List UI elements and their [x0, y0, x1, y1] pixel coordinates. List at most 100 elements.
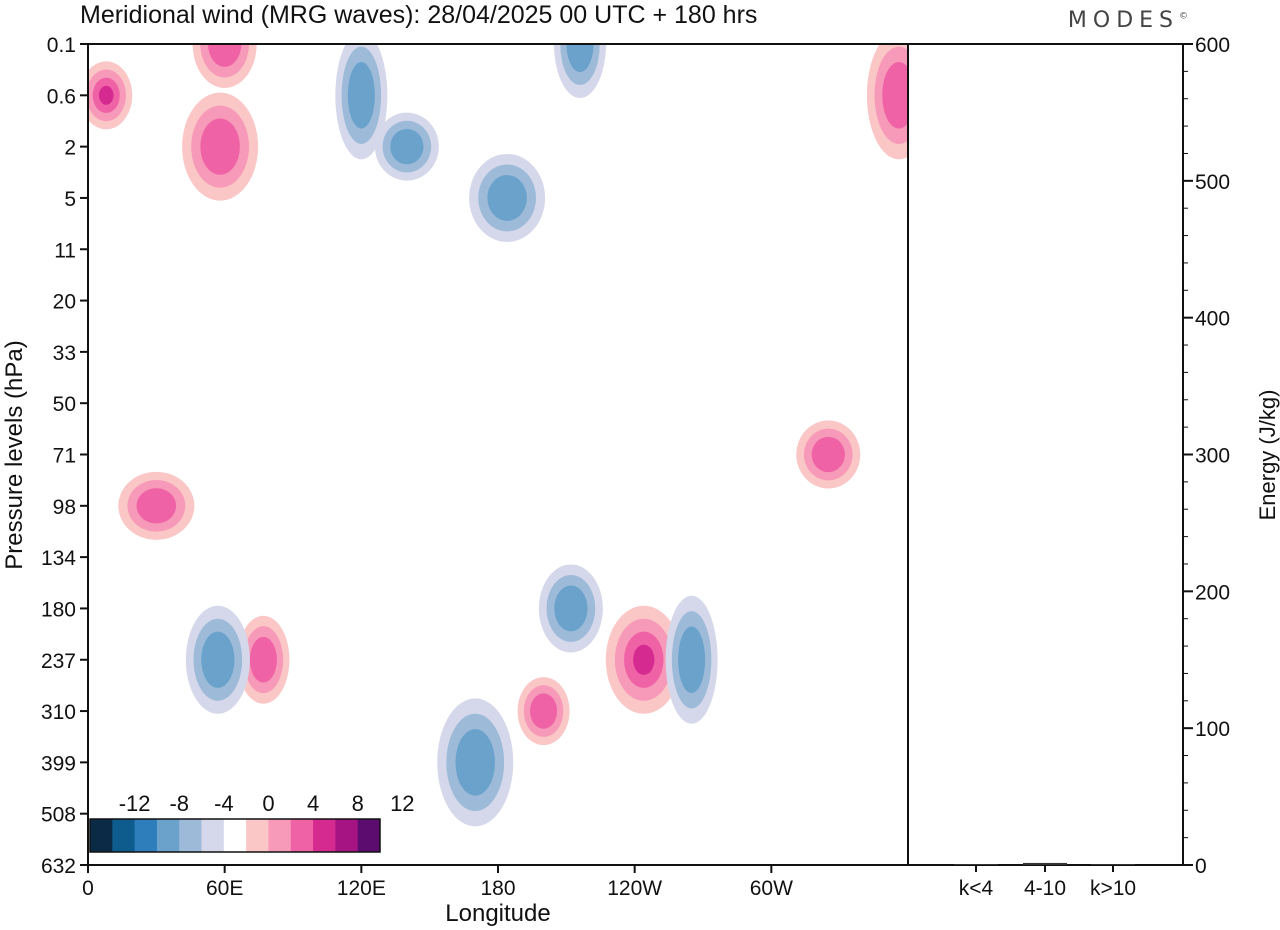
- colorbar-swatch: [290, 819, 314, 852]
- anomaly-negative-5: [469, 153, 546, 242]
- chart-title: Meridional wind (MRG waves): 28/04/2025 …: [80, 1, 757, 29]
- energy-category-label: 4-10: [1024, 877, 1066, 900]
- brand-mark: ©: [1179, 11, 1188, 22]
- longitude-tick-label: 60E: [206, 877, 243, 900]
- anomaly-contour: [390, 128, 424, 165]
- pressure-tick-label: 5: [64, 188, 76, 211]
- anomaly-negative-10: [185, 605, 250, 714]
- colorbar-swatch: [179, 819, 203, 852]
- colorbar-swatch: [156, 819, 180, 852]
- colorbar-label: -12: [119, 791, 151, 816]
- pressure-tick-label: 50: [53, 393, 76, 416]
- energy-tick-label: 100: [1195, 718, 1230, 741]
- y-axis-label: Pressure levels (hPa): [1, 340, 28, 569]
- pressure-tick-label: 310: [41, 701, 76, 724]
- energy-bars: [954, 862, 1135, 865]
- anomaly-contour: [455, 729, 495, 796]
- longitude-tick-label: 120E: [337, 877, 386, 900]
- pressure-tick-label: 237: [41, 650, 76, 673]
- energy-bar: [1091, 864, 1135, 865]
- energy-axis: 0 100 200 300 400 500 600: [1183, 34, 1230, 878]
- pressure-tick-label: 71: [53, 445, 76, 468]
- anomaly-contour: [633, 644, 655, 675]
- colorbar-swatch: [313, 819, 336, 852]
- brand-logo: MODES©: [1068, 8, 1188, 33]
- anomaly-negative-15: [665, 595, 718, 724]
- longitude-tick-label: 0: [82, 877, 94, 900]
- x-axis-label: Longitude: [445, 900, 550, 927]
- energy-bar: [1023, 862, 1067, 865]
- colorbar-swatch: [357, 819, 381, 852]
- anomaly-negative-3: [335, 44, 388, 160]
- energy-tick-label: 500: [1195, 171, 1230, 194]
- anomaly-contour: [487, 175, 527, 221]
- anomaly-negative-11: [437, 698, 514, 827]
- colorbar: -12 -8 -4 0 4 8 12: [89, 791, 415, 853]
- pressure-tick-label: 20: [53, 291, 76, 314]
- colorbar-swatch: [335, 819, 359, 852]
- colorbar-label: 0: [262, 791, 274, 816]
- colorbar-swatch: [268, 819, 292, 852]
- energy-category-label: k<4: [959, 877, 994, 900]
- energy-panel-frame: [907, 43, 1184, 866]
- anomaly-positive-7: [866, 44, 908, 160]
- anomaly-positive-2: [182, 92, 259, 201]
- colorbar-frame: [89, 818, 381, 853]
- anomaly-contour: [200, 118, 240, 175]
- energy-tick-label: 400: [1195, 308, 1230, 331]
- energy-bar: [954, 864, 998, 865]
- energy-axis-label: Energy (J/kg): [1255, 390, 1280, 521]
- anomaly-contour: [811, 436, 845, 473]
- anomaly-negative-4: [374, 112, 439, 181]
- anomaly-contour: [201, 631, 235, 688]
- longitude-tick-label: 120W: [607, 877, 662, 900]
- energy-tick-label: 200: [1195, 581, 1230, 604]
- anomaly-contour: [554, 585, 588, 632]
- pressure-tick-label: 0.1: [47, 34, 76, 57]
- colorbar-swatch: [134, 819, 158, 852]
- colorbar-label: 12: [390, 791, 414, 816]
- anomaly-negative-13: [538, 564, 603, 653]
- pressure-tick-label: 399: [41, 752, 76, 775]
- pressure-tick-label: 508: [41, 804, 76, 827]
- anomaly-contour: [98, 85, 114, 105]
- longitude-tick-label: 180: [480, 877, 515, 900]
- brand-name: MODES: [1067, 8, 1179, 33]
- colorbar-label: 8: [352, 791, 364, 816]
- longitude-axis: 0 60E 120E 180 120W 60W: [82, 865, 793, 900]
- colorbar-label: -8: [169, 791, 189, 816]
- anomaly-positive-16: [796, 420, 861, 489]
- anomaly-contour: [882, 62, 908, 129]
- energy-category-label: k>10: [1090, 877, 1136, 900]
- anomaly-contour: [566, 44, 594, 73]
- energy-tick-label: 0: [1195, 855, 1207, 878]
- anomaly-positive-12: [517, 677, 570, 746]
- pressure-tick-label: 134: [41, 547, 76, 570]
- anomaly-contour: [249, 636, 277, 683]
- anomaly-contour: [347, 62, 375, 129]
- anomaly-contour: [530, 693, 558, 729]
- colorbar-swatch: [246, 819, 269, 852]
- colorbar-swatch: [223, 819, 247, 852]
- anomaly-positive-0: [88, 61, 133, 130]
- anomaly-contour: [678, 626, 706, 694]
- pressure-tick-label: 2: [64, 137, 76, 160]
- colorbar-swatch: [112, 819, 136, 852]
- pressure-tick-label: 0.6: [47, 85, 76, 108]
- anomaly-contour: [208, 44, 242, 67]
- pressure-tick-label: 98: [53, 496, 76, 519]
- anomaly-positive-9: [237, 615, 290, 704]
- energy-tick-label: 600: [1195, 34, 1230, 57]
- longitude-tick-label: 60W: [750, 877, 793, 900]
- pressure-tick-label: 632: [41, 855, 76, 878]
- pressure-axis: 0.1 0.6 2 5 11 20 33 50 71 98 134 180 237 310 399 508 63…: [41, 34, 88, 878]
- anomaly-positive-14: [605, 605, 682, 714]
- pressure-tick-label: 11: [54, 239, 76, 262]
- pressure-tick-label: 180: [41, 598, 76, 621]
- energy-tick-label: 300: [1195, 445, 1230, 468]
- pressure-tick-label: 33: [53, 342, 76, 365]
- colorbar-label: -4: [214, 791, 234, 816]
- anomaly-positive-8: [118, 471, 195, 540]
- wind-heatmap: [88, 44, 908, 865]
